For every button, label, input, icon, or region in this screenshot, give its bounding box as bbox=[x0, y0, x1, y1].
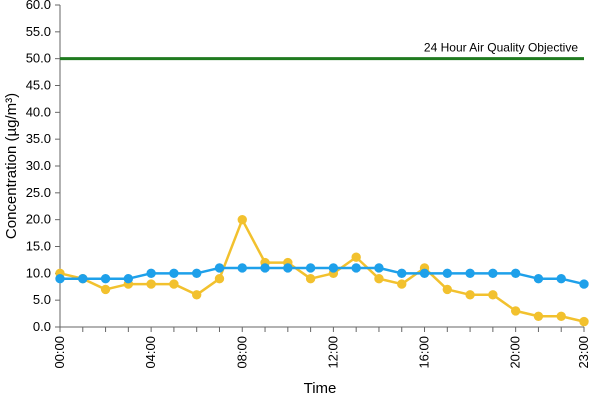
data-point bbox=[533, 311, 544, 321]
data-point bbox=[55, 274, 65, 284]
data-point bbox=[442, 284, 453, 295]
x-tick-label: 12:00 bbox=[325, 336, 340, 369]
y-axis: 0.0 5.0 10.0 15.0 20.0 25.0 30.0 35.0 40.0 45.0 50… bbox=[26, 0, 61, 334]
data-point bbox=[214, 263, 225, 273]
series-2 bbox=[55, 263, 589, 289]
data-point bbox=[78, 274, 88, 284]
data-point bbox=[100, 274, 111, 284]
data-point bbox=[397, 268, 407, 279]
y-tick-label: 30.0 bbox=[26, 158, 51, 173]
data-point bbox=[351, 263, 361, 273]
y-tick-label: 15.0 bbox=[26, 239, 51, 254]
x-axis-title: Time bbox=[304, 380, 337, 397]
y-axis-title: Concentration (µg/m³) bbox=[3, 93, 20, 239]
data-point bbox=[283, 263, 293, 273]
x-tick-label: 00:00 bbox=[52, 336, 67, 369]
data-point bbox=[191, 290, 202, 300]
series-1 bbox=[55, 214, 589, 327]
data-point bbox=[169, 279, 179, 289]
data-point bbox=[169, 268, 179, 279]
x-axis: 00:00 04:00 08:00 12:00 16:00 20:00 23:00 bbox=[52, 326, 591, 369]
series-line bbox=[58, 218, 586, 323]
x-tick-label: 08:00 bbox=[234, 336, 249, 369]
data-point bbox=[123, 274, 134, 284]
data-point bbox=[556, 311, 566, 321]
data-point bbox=[556, 274, 566, 284]
data-point bbox=[328, 263, 339, 273]
data-point bbox=[442, 268, 453, 279]
data-point bbox=[100, 284, 111, 295]
data-point bbox=[533, 274, 544, 284]
x-tick-label: 23:00 bbox=[576, 336, 591, 369]
data-point bbox=[397, 279, 407, 289]
data-point bbox=[237, 214, 247, 225]
y-tick-label: 20.0 bbox=[26, 212, 51, 227]
data-point bbox=[465, 268, 475, 279]
reference-line-label: 24 Hour Air Quality Objective bbox=[424, 41, 578, 55]
data-point bbox=[305, 263, 316, 273]
data-point bbox=[191, 268, 202, 279]
data-point bbox=[374, 274, 384, 284]
series-group bbox=[55, 214, 589, 327]
data-point bbox=[488, 268, 498, 279]
data-point bbox=[488, 290, 498, 300]
data-point bbox=[146, 279, 156, 289]
y-tick-label: 60.0 bbox=[26, 0, 51, 12]
data-point bbox=[305, 274, 316, 284]
data-point bbox=[146, 268, 156, 279]
data-point bbox=[374, 263, 384, 273]
y-tick-label: 25.0 bbox=[26, 185, 51, 200]
data-point bbox=[237, 263, 247, 273]
data-point bbox=[214, 274, 225, 284]
x-tick-label: 16:00 bbox=[417, 336, 432, 369]
data-point bbox=[465, 290, 475, 300]
y-tick-label: 50.0 bbox=[26, 51, 51, 66]
data-point bbox=[510, 306, 521, 316]
data-point bbox=[579, 279, 589, 289]
x-tick-label: 04:00 bbox=[143, 336, 158, 369]
x-tick-label: 20:00 bbox=[508, 336, 523, 369]
data-point bbox=[351, 252, 361, 262]
y-tick-label: 55.0 bbox=[26, 24, 51, 39]
y-tick-label: 5.0 bbox=[33, 292, 51, 307]
y-tick-label: 45.0 bbox=[26, 78, 51, 93]
data-point bbox=[510, 268, 521, 279]
data-point bbox=[419, 268, 430, 279]
y-tick-label: 40.0 bbox=[26, 104, 51, 119]
y-tick-label: 10.0 bbox=[26, 265, 51, 280]
y-tick-label: 0.0 bbox=[33, 319, 51, 334]
data-point bbox=[260, 263, 270, 273]
data-point bbox=[579, 316, 589, 327]
y-tick-label: 35.0 bbox=[26, 131, 51, 146]
